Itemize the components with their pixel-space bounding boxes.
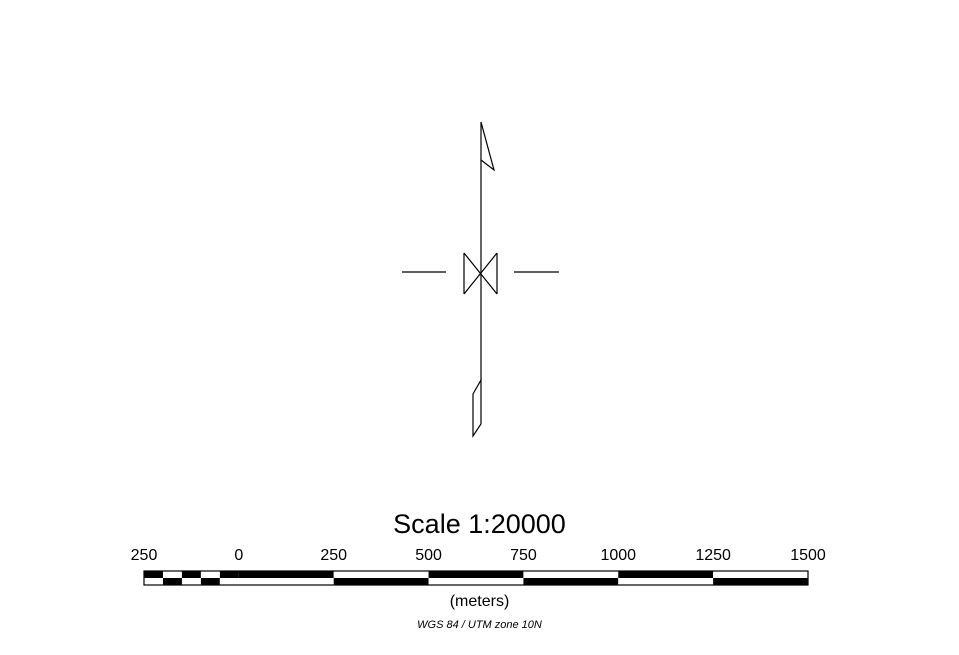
- north-arrow-icon: [402, 121, 559, 438]
- scale-bar-subsegment: [144, 571, 163, 578]
- scale-bar-subsegment: [200, 578, 220, 585]
- scale-bar-subsegment: [181, 571, 201, 578]
- scale-tick-label: 1000: [600, 547, 637, 564]
- scale-bar-subsegment: [162, 571, 182, 578]
- scale-bar-outline: [143, 570, 809, 586]
- scale-bar-subsegment: [219, 571, 239, 578]
- scale-bar-segment: [428, 578, 524, 585]
- scale-tick-label: 1250: [695, 547, 731, 564]
- scale-bar-subsegment: [162, 578, 182, 585]
- scale-tick-label: 500: [415, 547, 442, 564]
- scale-tick-label: 250: [320, 547, 348, 564]
- scale-bar-subsegment: [181, 578, 201, 585]
- scale-title: Scale 1:20000: [393, 509, 566, 539]
- scale-bar-segment: [618, 571, 714, 578]
- scale-bar: [143, 570, 809, 586]
- scale-tick-label: 0: [234, 547, 244, 564]
- scale-bar-segment: [238, 578, 334, 585]
- scale-units: (meters): [449, 593, 510, 610]
- scale-bar-segment: [238, 571, 334, 578]
- scale-bar-segment: [523, 571, 619, 578]
- scale-tick-label: 1500: [790, 547, 826, 564]
- scale-bar-segment: [713, 578, 808, 585]
- scale-bar-segment: [428, 571, 524, 578]
- scale-bar-segment: [333, 571, 429, 578]
- scale-bar-segment: [523, 578, 619, 585]
- scale-bar-subsegment: [144, 578, 163, 585]
- scale-bar-segment: [618, 578, 714, 585]
- scale-bar-subsegment: [200, 571, 220, 578]
- scale-bar-segment: [713, 571, 808, 578]
- scale-bar-segment: [333, 578, 429, 585]
- scale-bar-subsegment: [219, 578, 239, 585]
- projection-label: WGS 84 / UTM zone 10N: [417, 619, 542, 631]
- scale-tick-label: 250: [130, 547, 158, 564]
- scale-tick-label: 750: [510, 547, 537, 564]
